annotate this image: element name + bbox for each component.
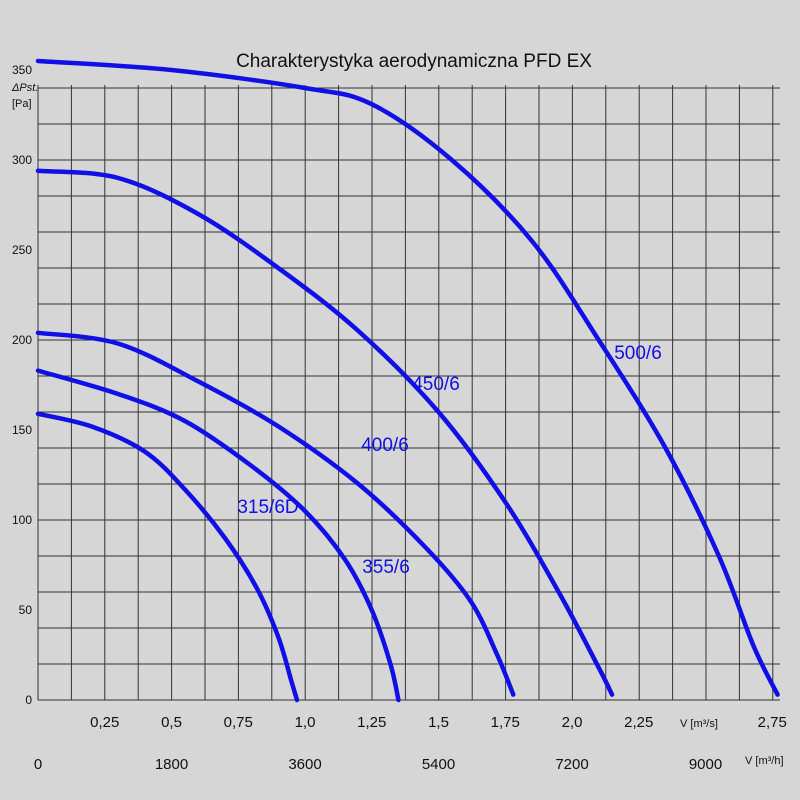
curves (35, 58, 780, 703)
x-tick-label: 1,25 (357, 714, 386, 731)
x-tick-label: 0,25 (90, 714, 119, 731)
x2-tick-label: 3600 (288, 756, 321, 773)
curve-500-6 (35, 58, 780, 697)
curve-label-400-6: 400/6 (361, 435, 409, 456)
y-tick-label: 300 (12, 153, 32, 167)
curve-355-6 (35, 368, 401, 703)
x2-tick-label: 5400 (422, 756, 455, 773)
y-axis-label: ΔPst. (11, 82, 38, 94)
x2-axis-label: V [m³/h] (745, 755, 784, 767)
x-tick-label: 0,75 (224, 714, 253, 731)
curve-315-6D (35, 411, 300, 703)
x2-tick-label: 0 (34, 756, 42, 773)
y-tick-label: 200 (12, 333, 32, 347)
curve-label-450-6: 450/6 (412, 374, 460, 395)
chart-title: Charakterystyka aerodynamiczna PFD EX (236, 51, 592, 72)
x-tick-label: 1,5 (428, 714, 449, 731)
y-tick-label: 50 (19, 603, 33, 617)
x-tick-label: 1,75 (491, 714, 520, 731)
x-axis-label: V [m³/s] (680, 718, 718, 730)
curve-450-6 (35, 168, 615, 697)
x2-tick-label: 1800 (155, 756, 188, 773)
y-tick-label: 0 (25, 693, 32, 707)
curve-label-500-6: 500/6 (614, 343, 662, 364)
curve-label-355-6: 355/6 (362, 557, 410, 578)
y-axis-unit: [Pa] (12, 98, 32, 110)
x2-tick-label: 9000 (689, 756, 722, 773)
y-tick-label: 150 (12, 423, 32, 437)
x-tick-label: 0,5 (161, 714, 182, 731)
y-tick-label: 100 (12, 513, 32, 527)
x-tick-label: 1,0 (295, 714, 316, 731)
curve-labels: 315/6D 355/6 400/6 450/6 500/6 (237, 343, 661, 578)
curve-label-315-6D: 315/6D (237, 497, 298, 518)
y-tick-label: 250 (12, 243, 32, 257)
x-tick-label: 2,25 (624, 714, 653, 731)
x2-tick-label: 7200 (555, 756, 588, 773)
x-tick-label: 2,0 (562, 714, 583, 731)
grid (37, 85, 780, 701)
y-tick-label: 350 (12, 63, 32, 77)
x-tick-label: 2,75 (758, 714, 787, 731)
curve-400-6 (35, 330, 516, 697)
ticks: 0 50 100 150 200 250 300 350 0,25 0,5 0,75 1,0 1,25 1… (12, 63, 787, 773)
